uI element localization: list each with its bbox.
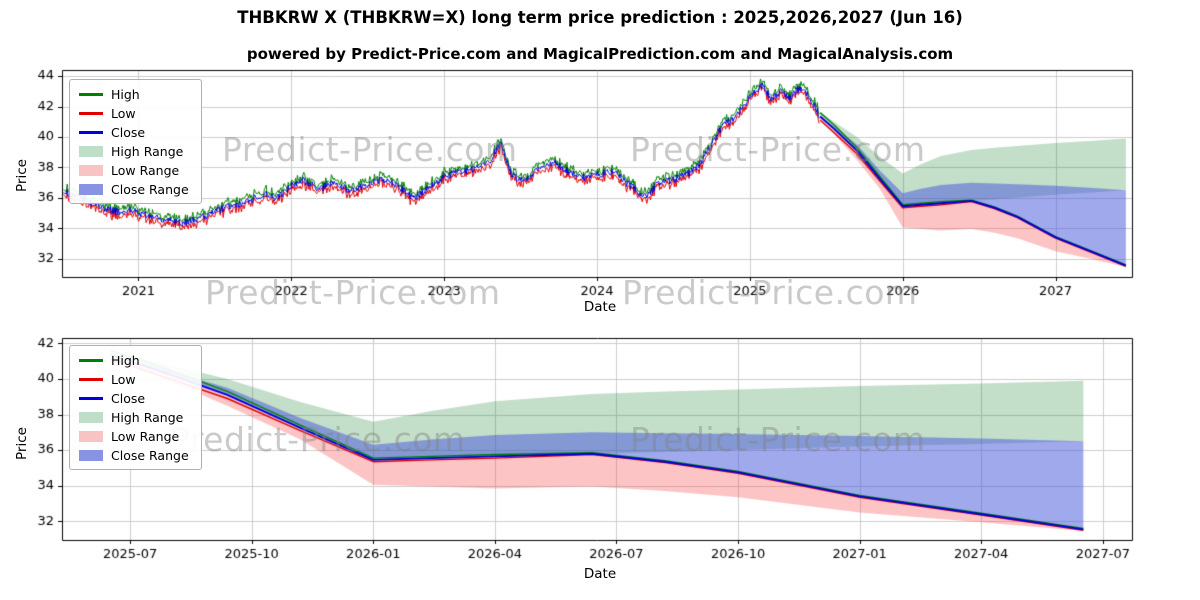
legend-line-swatch [79,111,103,115]
legend-item-high-range: High Range [79,409,189,425]
legend-item-low: Low [79,371,189,387]
x-axis-label-top: Date [583,299,617,315]
legend-range-swatch [79,430,103,442]
watermark: Predict-Price.com [170,420,466,459]
legend-label: High [111,352,140,368]
y-axis-label-bottom: Price [14,427,30,460]
legend-item-low: Low [79,105,189,121]
legend-line-swatch [79,130,103,134]
legend-bottom-chart: High Low Close High Range Low Range Close Ran… [69,345,202,470]
chart-title: THBKRW X (THBKRW=X) long term price pred… [237,8,963,27]
legend-range-swatch [79,411,103,423]
legend-range-swatch [79,183,103,195]
legend-line-swatch [79,358,103,362]
legend-range-swatch [79,164,103,176]
legend-label: Close [111,124,146,140]
legend-label: Low [111,371,136,387]
legend-item-low-range: Low Range [79,162,189,178]
legend-item-close: Close [79,390,189,406]
legend-line-swatch [79,92,103,96]
watermark: Predict-Price.com [622,273,918,312]
chart-subtitle: powered by Predict-Price.com and Magical… [246,45,954,63]
watermark: Predict-Price.com [205,273,501,312]
legend-range-swatch [79,145,103,157]
watermark: Predict-Price.com [222,130,518,169]
legend-range-swatch [79,449,103,461]
legend-top-chart: High Low Close High Range Low Range Close Ran… [69,79,202,204]
watermark: Predict-Price.com [630,420,926,459]
legend-label: Close Range [111,447,189,463]
legend-item-close: Close [79,124,189,140]
legend-label: Low Range [111,162,180,178]
y-axis-label-top: Price [14,159,30,192]
legend-line-swatch [79,396,103,400]
legend-label: Close Range [111,181,189,197]
legend-label: Low Range [111,428,180,444]
legend-item-low-range: Low Range [79,428,189,444]
legend-item-close-range: Close Range [79,181,189,197]
x-axis-label-bottom: Date [583,566,617,582]
legend-item-high: High [79,352,189,368]
legend-label: High [111,86,140,102]
legend-label: Close [111,390,146,406]
legend-item-close-range: Close Range [79,447,189,463]
legend-item-high: High [79,86,189,102]
legend-line-swatch [79,377,103,381]
legend-label: High Range [111,409,184,425]
legend-item-high-range: High Range [79,143,189,159]
watermark: Predict-Price.com [630,130,926,169]
legend-label: High Range [111,143,184,159]
legend-label: Low [111,105,136,121]
